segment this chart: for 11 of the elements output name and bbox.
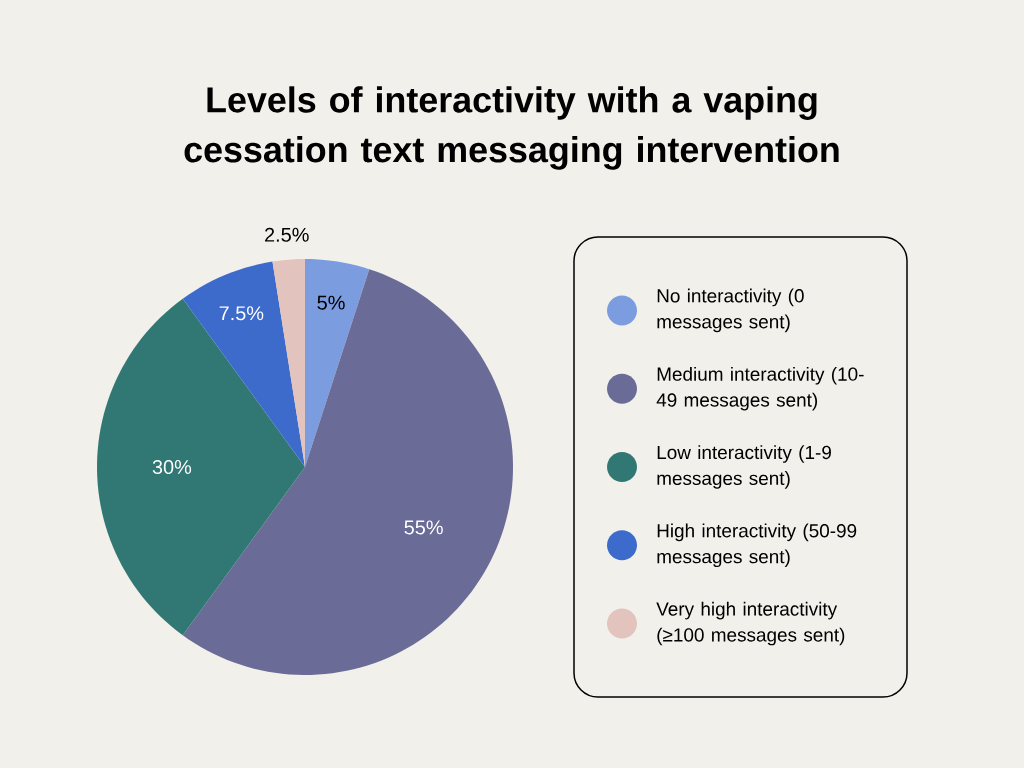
data-label: 30% [152, 459, 192, 475]
legend-label: High interactivity (50-99 messages sent) [657, 523, 857, 568]
legend-label: No interactivity (0 messages sent) [657, 288, 804, 333]
data-label: 7.5% [219, 306, 264, 321]
legend-label: Medium interactivity (10-49 messages sent) [656, 366, 864, 411]
legend-label: Very high interactivity (≥100 messages sent) [656, 601, 845, 646]
data-label: 2.5% [265, 227, 309, 242]
data-label: 55% [404, 520, 443, 535]
chart-title: Levels of interactivity with a vaping cessation text messaging intervention [184, 86, 839, 170]
legend-label: Low interactivity (1-9 messages sent) [657, 445, 831, 489]
data-label: 5% [317, 295, 345, 310]
